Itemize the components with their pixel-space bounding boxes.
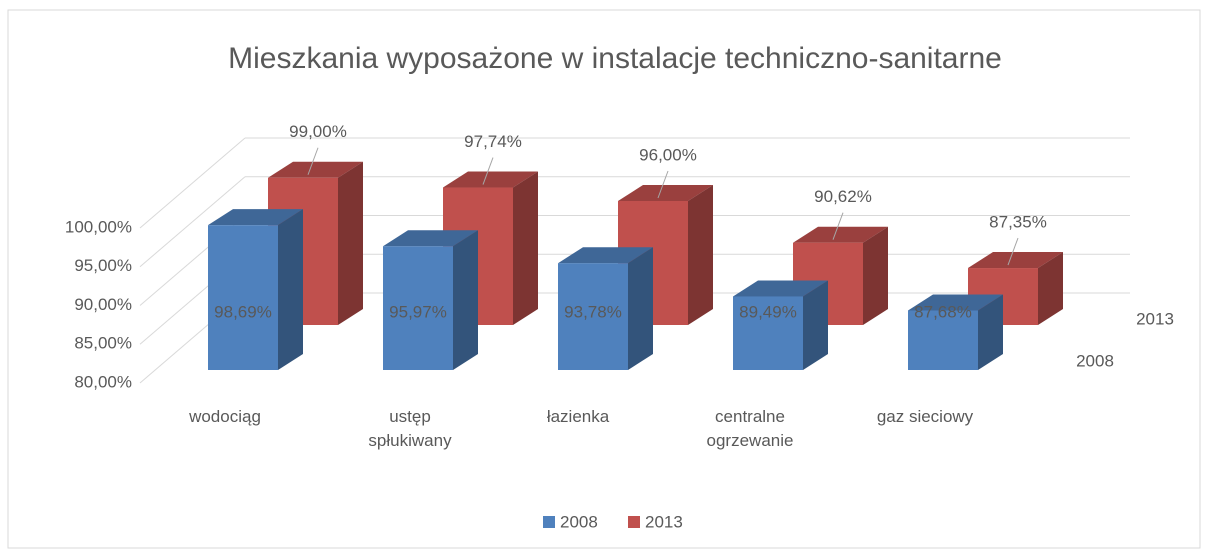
depth-label: 2008 bbox=[1076, 351, 1114, 370]
bar-top bbox=[208, 209, 303, 226]
bar-top bbox=[793, 226, 888, 243]
y-tick-label: 80,00% bbox=[74, 372, 132, 391]
bar-side bbox=[338, 161, 363, 325]
bar-side bbox=[978, 294, 1003, 370]
leader-line bbox=[482, 157, 494, 185]
leader-line bbox=[307, 147, 319, 175]
grid-line bbox=[139, 137, 246, 229]
y-tick-label: 95,00% bbox=[74, 256, 132, 275]
bar-top bbox=[618, 185, 713, 201]
x-tick-label: ustęp spłukiwany bbox=[368, 407, 452, 450]
y-tick-label: 100,00% bbox=[65, 217, 132, 236]
depth-label: 2013 bbox=[1136, 309, 1174, 328]
bar-side bbox=[278, 209, 303, 370]
y-tick-label: 85,00% bbox=[74, 334, 132, 353]
chart-title: Mieszkania wyposażone w instalacje techn… bbox=[228, 42, 1002, 75]
x-tick-label: gaz sieciowy bbox=[876, 407, 974, 426]
bar-side bbox=[688, 185, 713, 325]
data-label: 96,00% bbox=[639, 145, 697, 164]
x-tick-label: łazienka bbox=[546, 407, 610, 426]
legend-swatch bbox=[628, 516, 640, 528]
bar-side bbox=[453, 230, 478, 370]
bar-side bbox=[513, 171, 538, 325]
bar bbox=[908, 310, 978, 370]
bar bbox=[558, 263, 628, 370]
legend-label: 2008 bbox=[560, 512, 598, 531]
data-label: 89,49% bbox=[739, 302, 797, 321]
data-label: 93,78% bbox=[564, 302, 622, 321]
data-label: 87,68% bbox=[914, 302, 972, 321]
bar-side bbox=[863, 226, 888, 325]
bar bbox=[383, 246, 453, 370]
data-label: 95,97% bbox=[389, 302, 447, 321]
data-label: 98,69% bbox=[214, 302, 272, 321]
bar-side bbox=[1038, 252, 1063, 325]
bar-side bbox=[803, 280, 828, 370]
leader-line bbox=[832, 212, 844, 240]
leader-line bbox=[657, 170, 669, 199]
bar-top bbox=[733, 280, 828, 297]
bar-top bbox=[443, 171, 538, 188]
bar-top bbox=[268, 161, 363, 178]
legend-label: 2013 bbox=[645, 512, 683, 531]
bar-top bbox=[908, 294, 1003, 311]
x-tick-label: wodociąg bbox=[189, 407, 261, 426]
bar-top bbox=[558, 247, 653, 264]
data-label: 97,74% bbox=[464, 132, 522, 151]
bar-side bbox=[628, 247, 653, 370]
data-label: 90,62% bbox=[814, 187, 872, 206]
data-label: 99,00% bbox=[289, 122, 347, 141]
grid-line bbox=[139, 176, 246, 268]
legend-swatch bbox=[543, 516, 555, 528]
y-tick-label: 90,00% bbox=[74, 295, 132, 314]
bar-top bbox=[968, 252, 1063, 269]
leader-line bbox=[1007, 237, 1019, 266]
bar bbox=[208, 225, 278, 370]
chart-border bbox=[7, 9, 1201, 549]
data-label: 87,35% bbox=[989, 213, 1047, 232]
bar bbox=[733, 296, 803, 370]
x-tick-label: centralne ogrzewanie bbox=[706, 407, 794, 450]
bar-top bbox=[383, 230, 478, 247]
